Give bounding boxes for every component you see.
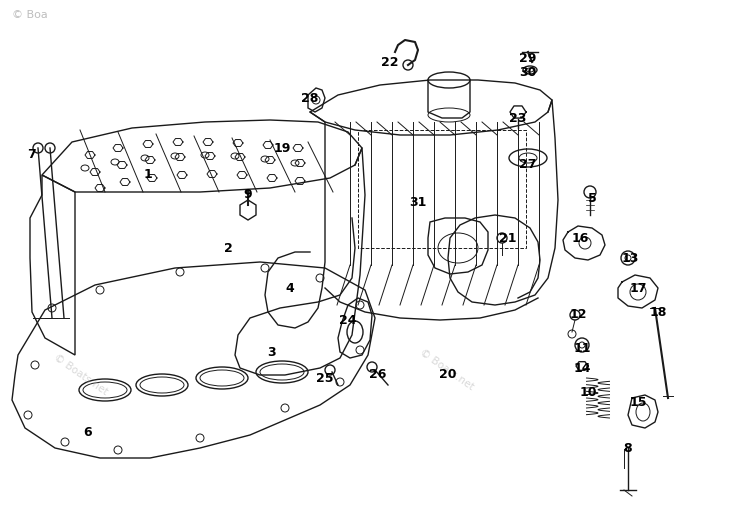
Text: 10: 10 bbox=[579, 386, 597, 398]
Text: © Boats.net: © Boats.net bbox=[52, 352, 110, 397]
Text: 23: 23 bbox=[509, 112, 527, 124]
Text: 2: 2 bbox=[223, 242, 232, 254]
Text: 17: 17 bbox=[630, 282, 647, 294]
Text: 8: 8 bbox=[624, 441, 632, 455]
Text: 30: 30 bbox=[519, 66, 537, 78]
Text: 29: 29 bbox=[519, 52, 537, 65]
Text: 28: 28 bbox=[302, 92, 318, 104]
Text: 27: 27 bbox=[519, 159, 537, 172]
Text: 15: 15 bbox=[630, 395, 647, 409]
Text: 1: 1 bbox=[143, 168, 152, 181]
Text: 25: 25 bbox=[316, 372, 334, 385]
Text: 14: 14 bbox=[573, 361, 591, 374]
Text: © Boats.net: © Boats.net bbox=[418, 347, 476, 392]
Text: 9: 9 bbox=[244, 188, 253, 202]
Text: 20: 20 bbox=[439, 369, 457, 381]
Bar bbox=[358, 130, 526, 248]
Text: 13: 13 bbox=[621, 251, 639, 265]
Text: 21: 21 bbox=[499, 231, 517, 245]
Text: 5: 5 bbox=[588, 191, 597, 204]
Text: 22: 22 bbox=[381, 55, 399, 69]
Text: 12: 12 bbox=[569, 309, 587, 322]
Text: 16: 16 bbox=[571, 231, 589, 245]
Text: 7: 7 bbox=[28, 148, 37, 161]
Text: 26: 26 bbox=[370, 369, 386, 381]
Text: © Boa: © Boa bbox=[12, 10, 48, 20]
Text: 11: 11 bbox=[573, 342, 591, 354]
Text: 19: 19 bbox=[273, 141, 291, 155]
Text: 3: 3 bbox=[268, 346, 276, 358]
Text: 6: 6 bbox=[83, 425, 92, 438]
Text: 4: 4 bbox=[285, 282, 294, 294]
Text: 18: 18 bbox=[649, 306, 667, 318]
Text: 24: 24 bbox=[339, 313, 356, 327]
Text: 31: 31 bbox=[409, 196, 427, 208]
